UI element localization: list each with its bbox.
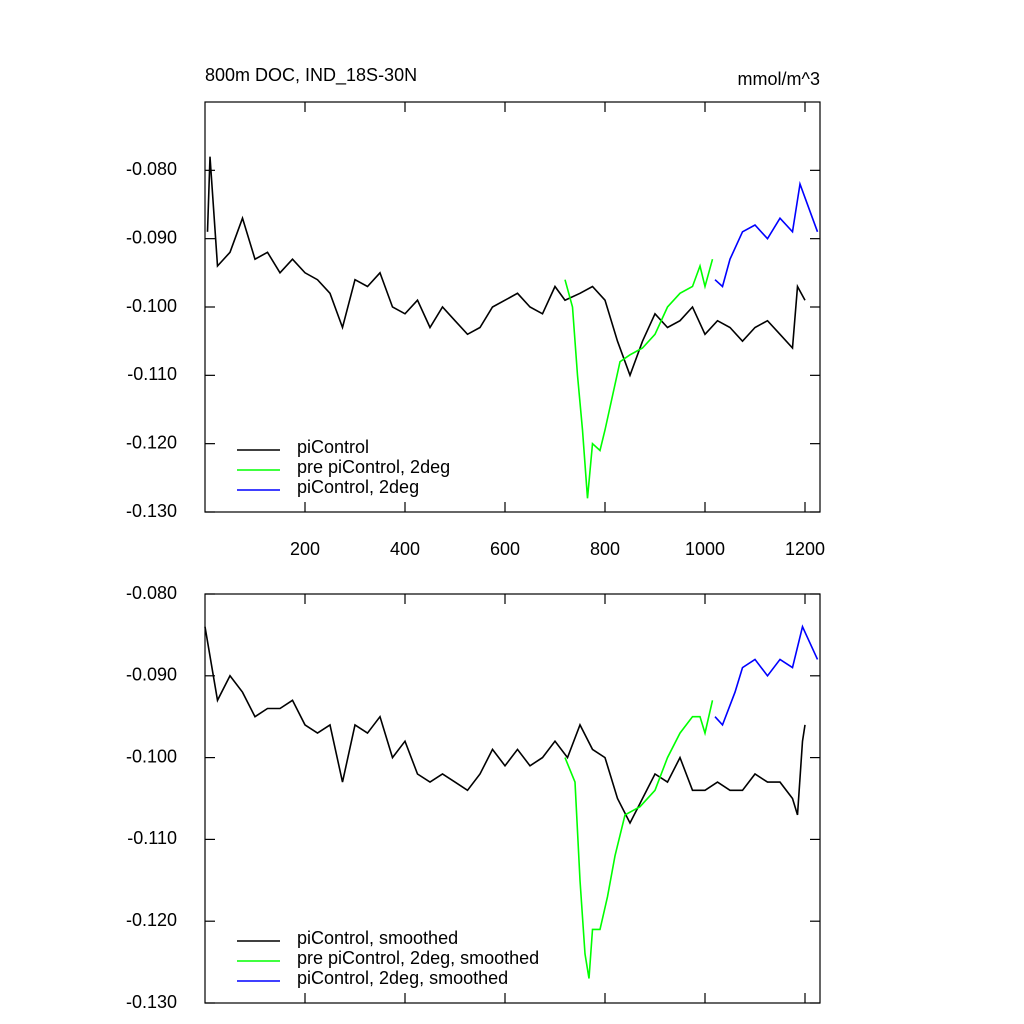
legend-label: pre piControl, 2deg (297, 457, 450, 477)
y-tick-label: -0.080 (126, 583, 177, 603)
chart-title: 800m DOC, IND_18S-30N (205, 65, 417, 86)
y-tick-label: -0.090 (126, 227, 177, 247)
series-line (206, 156, 806, 378)
y-tick-label: -0.110 (127, 364, 177, 384)
series-line (564, 258, 714, 499)
plot-frame (204, 593, 821, 1004)
units-label: mmol/m^3 (738, 69, 820, 89)
y-tick-label: -0.120 (126, 910, 177, 930)
y-tick-label: -0.080 (126, 159, 177, 179)
legend-label: piControl, smoothed (297, 928, 458, 948)
legend-label: pre piControl, 2deg, smoothed (297, 948, 539, 968)
series-line (714, 624, 819, 727)
legend-label: piControl, 2deg, smoothed (297, 968, 508, 988)
x-tick-label: 400 (390, 539, 420, 559)
x-tick-label: 800 (590, 539, 620, 559)
y-tick-label: -0.100 (126, 296, 177, 316)
series-line (714, 180, 819, 288)
y-tick-label: -0.090 (126, 665, 177, 685)
x-tick-label: 200 (290, 539, 320, 559)
x-tick-label: 1000 (685, 539, 725, 559)
y-tick-label: -0.110 (127, 828, 177, 848)
y-tick-label: -0.130 (126, 992, 177, 1012)
series-line (564, 700, 714, 979)
legend-label: piControl (297, 437, 369, 457)
series-line (204, 626, 806, 825)
y-tick-label: -0.100 (126, 746, 177, 766)
y-tick-label: -0.130 (126, 501, 177, 521)
legend-label: piControl, 2deg (297, 477, 419, 497)
x-tick-label: 600 (490, 539, 520, 559)
x-tick-label: 1200 (785, 539, 825, 559)
y-tick-label: -0.120 (126, 432, 177, 452)
